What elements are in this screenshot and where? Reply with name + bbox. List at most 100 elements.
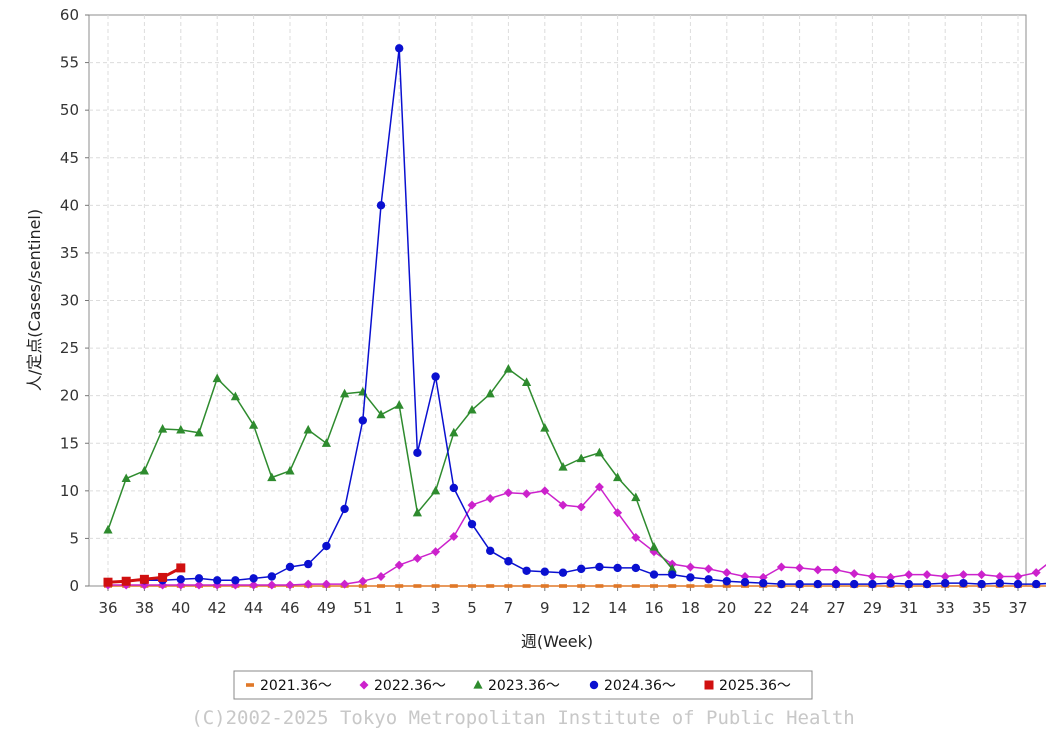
data-point-diamond xyxy=(977,570,987,580)
legend-entry-label: 2023.36～ xyxy=(488,678,560,694)
data-point-triangle xyxy=(473,680,483,689)
x-tick-label: 37 xyxy=(1008,599,1027,617)
x-tick-label: 27 xyxy=(826,599,845,617)
legend-entry-label: 2025.36～ xyxy=(719,678,791,694)
data-point-circle xyxy=(977,579,986,589)
data-point-diamond xyxy=(958,570,968,580)
y-tick-label: 55 xyxy=(60,54,79,72)
x-tick-label: 9 xyxy=(540,599,550,617)
data-point-dash xyxy=(449,584,458,588)
legend: 2021.36～ 2022.36～ 2023.36～ 2024.36～ 2025.36～ xyxy=(233,670,813,700)
y-tick-label: 60 xyxy=(60,6,79,24)
x-tick-label: 29 xyxy=(863,599,882,617)
y-axis-title: 人/定点(Cases/sentinel) xyxy=(25,209,44,391)
data-point-circle xyxy=(322,541,331,551)
data-point-diamond xyxy=(813,565,823,575)
data-point-circle xyxy=(285,562,295,572)
data-point-dash xyxy=(668,584,677,588)
data-point-circle xyxy=(941,578,950,588)
data-point-circle xyxy=(686,573,695,582)
data-point-triangle xyxy=(230,391,240,401)
data-point-dash xyxy=(413,584,422,588)
data-point-triangle xyxy=(103,524,113,534)
data-point-triangle xyxy=(394,400,404,409)
data-point-dash xyxy=(486,584,495,588)
data-point-diamond xyxy=(558,500,568,510)
data-point-circle xyxy=(649,570,659,579)
series-3 xyxy=(103,364,677,573)
data-point-circle xyxy=(213,576,222,585)
data-point-diamond xyxy=(359,680,369,690)
data-point-diamond xyxy=(1031,568,1041,578)
data-point-square xyxy=(121,576,131,586)
data-point-circle xyxy=(267,572,276,581)
legend-entry-label: 2022.36～ xyxy=(374,678,446,694)
data-point-triangle xyxy=(303,424,313,434)
data-point-dash xyxy=(559,584,567,588)
data-point-diamond xyxy=(594,482,604,492)
x-tick-label: 24 xyxy=(790,599,809,617)
legend-entry-label: 2021.36～ xyxy=(260,678,332,694)
data-point-circle xyxy=(740,577,750,587)
data-point-circle xyxy=(558,568,568,577)
data-point-circle xyxy=(358,416,367,425)
data-point-diamond xyxy=(522,489,532,499)
data-point-triangle xyxy=(522,377,532,386)
data-point-diamond xyxy=(449,532,459,542)
data-point-circle xyxy=(249,574,258,583)
x-axis-title: 週(Week) xyxy=(521,632,593,651)
data-point-triangle xyxy=(503,364,513,373)
data-point-diamond xyxy=(940,571,950,581)
data-point-triangle xyxy=(540,423,550,432)
data-point-circle xyxy=(589,680,599,690)
data-point-circle xyxy=(1032,579,1041,589)
data-point-triangle xyxy=(558,462,568,471)
data-point-diamond xyxy=(267,580,277,590)
data-point-diamond xyxy=(795,563,805,573)
data-point-triangle xyxy=(649,541,659,551)
data-point-circle xyxy=(504,557,513,566)
data-point-dash xyxy=(631,584,640,588)
data-point-circle xyxy=(540,567,549,576)
data-point-circle xyxy=(395,44,404,53)
data-point-dash xyxy=(595,584,604,588)
x-tick-label: 51 xyxy=(353,599,372,617)
data-point-circle xyxy=(413,448,422,457)
data-point-square xyxy=(704,680,714,690)
series-5 xyxy=(103,563,186,587)
copyright-footer: (C)2002-2025 Tokyo Metropolitan Institut… xyxy=(191,707,854,729)
data-point-circle xyxy=(631,563,640,573)
x-tick-label: 46 xyxy=(280,599,299,617)
x-tick-label: 3 xyxy=(431,599,441,617)
data-point-dash xyxy=(431,584,440,588)
x-tick-label: 14 xyxy=(608,599,627,617)
data-point-circle xyxy=(194,574,204,583)
data-point-diamond xyxy=(704,564,714,574)
data-point-triangle xyxy=(376,409,386,419)
data-point-circle xyxy=(777,579,786,589)
data-point-circle xyxy=(340,504,349,514)
data-point-diamond xyxy=(485,493,495,503)
data-point-triangle xyxy=(613,472,623,482)
data-point-triangle xyxy=(267,472,277,482)
x-tick-label: 22 xyxy=(754,599,773,617)
data-point-diamond xyxy=(995,571,1005,581)
y-tick-label: 25 xyxy=(60,339,79,357)
x-tick-label: 16 xyxy=(644,599,663,617)
data-point-circle xyxy=(759,578,768,588)
y-tick-label: 5 xyxy=(69,529,79,547)
series-lines xyxy=(103,44,1046,590)
data-point-diamond xyxy=(922,570,932,580)
data-point-diamond xyxy=(1013,571,1023,581)
data-point-diamond xyxy=(358,576,368,586)
data-point-diamond xyxy=(576,502,586,512)
data-point-square xyxy=(139,574,149,584)
grid-lines xyxy=(89,15,1026,586)
data-point-diamond xyxy=(321,579,331,589)
data-point-circle xyxy=(577,564,586,574)
data-point-circle xyxy=(831,579,841,589)
data-point-square xyxy=(176,563,186,573)
y-tick-label: 30 xyxy=(60,292,79,310)
y-axis-ticks: 0 5 10 15 20 25 30 35 40 45 50 55 60 xyxy=(60,6,89,595)
